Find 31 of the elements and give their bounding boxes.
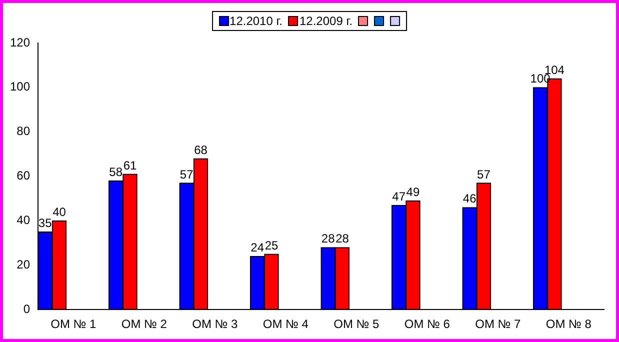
x-tick-label: ОМ № 3 bbox=[192, 317, 238, 332]
data-label: 46 bbox=[462, 192, 477, 206]
data-label: 47 bbox=[392, 189, 406, 204]
legend-label: 12.2009 г. bbox=[300, 14, 352, 28]
data-label: 40 bbox=[52, 205, 66, 220]
y-tick-label: 60 bbox=[16, 168, 30, 183]
data-label: 24 bbox=[250, 240, 264, 255]
data-label: 28 bbox=[336, 232, 350, 246]
x-tick-label: ОМ № 6 bbox=[404, 317, 450, 332]
y-tick-label: 100 bbox=[10, 80, 30, 94]
data-label: 25 bbox=[264, 238, 278, 252]
data-label: 35 bbox=[38, 216, 52, 230]
data-label: 57 bbox=[180, 167, 194, 182]
x-tick-label: ОМ № 2 bbox=[121, 317, 168, 332]
data-label: 58 bbox=[109, 165, 123, 180]
y-tick-label: 20 bbox=[16, 257, 30, 272]
x-tick-label: ОМ № 4 bbox=[262, 317, 309, 332]
y-tick-label: 80 bbox=[16, 124, 30, 138]
y-tick-label: 120 bbox=[10, 35, 30, 50]
x-tick-label: ОМ № 1 bbox=[50, 317, 96, 332]
x-tick-label: ОМ № 5 bbox=[334, 317, 380, 332]
x-tick-label: ОМ № 8 bbox=[546, 317, 592, 332]
data-label: 57 bbox=[477, 167, 491, 182]
y-tick-label: 40 bbox=[16, 213, 30, 228]
data-label: 28 bbox=[321, 232, 336, 246]
x-tick-label: ОМ № 7 bbox=[475, 317, 521, 332]
data-label: 61 bbox=[123, 158, 137, 172]
legend-label: 12.2010 г. bbox=[230, 14, 282, 28]
data-label: 49 bbox=[406, 185, 420, 200]
y-tick-label: 0 bbox=[23, 302, 30, 316]
data-label: 68 bbox=[194, 142, 208, 157]
